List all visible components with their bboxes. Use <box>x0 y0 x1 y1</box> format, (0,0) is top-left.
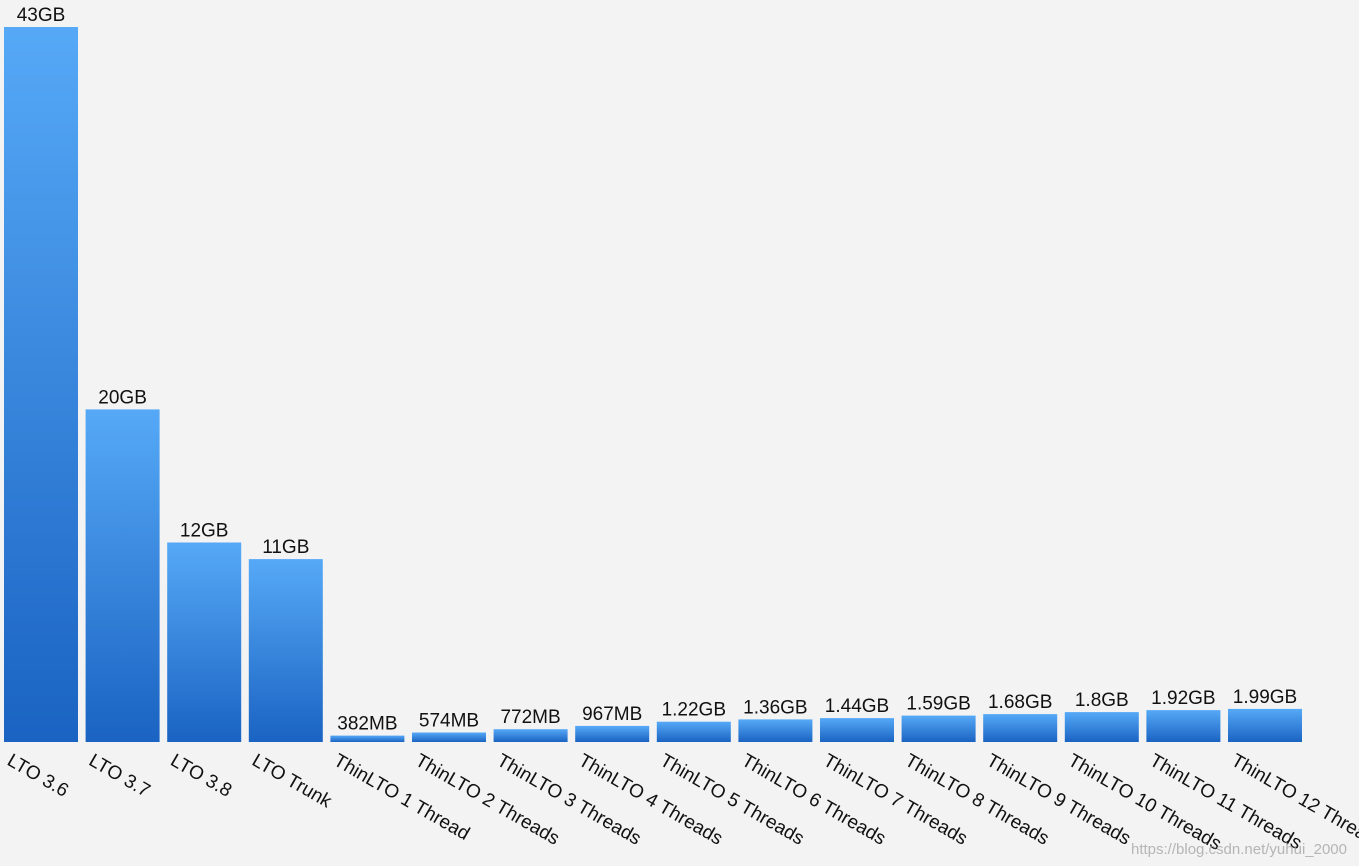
value-label-16: 1.99GB <box>1233 687 1297 708</box>
value-label-15: 1.92GB <box>1151 688 1215 709</box>
category-label-12: ThinLTO 8 Threads <box>901 750 1052 850</box>
value-label-6: 574MB <box>419 711 479 732</box>
category-label-3: LTO 3.8 <box>167 750 235 802</box>
value-labels-layer: 43GB 20GB 12GB 11GB 382MB 574MB 772MB 967MB 1.22… <box>17 5 1298 735</box>
category-label-4: LTO Trunk <box>248 750 335 812</box>
value-label-11: 1.44GB <box>825 696 889 717</box>
bar-16 <box>1228 708 1302 742</box>
category-label-7: ThinLTO 3 Threads <box>493 750 644 850</box>
value-label-13: 1.68GB <box>988 692 1052 713</box>
value-label-7: 772MB <box>500 707 560 728</box>
value-label-1: 43GB <box>17 5 66 26</box>
bar-2 <box>85 409 160 742</box>
bar-5 <box>330 735 405 742</box>
category-label-10: ThinLTO 6 Threads <box>738 750 889 850</box>
value-label-2: 20GB <box>98 387 147 408</box>
bar-11 <box>820 718 894 742</box>
value-label-14: 1.8GB <box>1075 690 1129 711</box>
bar-10 <box>738 719 813 742</box>
category-label-11: ThinLTO 7 Threads <box>820 750 971 850</box>
value-label-10: 1.36GB <box>743 697 807 718</box>
category-label-9: ThinLTO 5 Threads <box>656 750 807 850</box>
bar-13 <box>983 714 1058 742</box>
value-label-12: 1.59GB <box>906 694 970 715</box>
value-label-9: 1.22GB <box>662 700 726 721</box>
value-label-5: 382MB <box>337 714 397 735</box>
category-label-8: ThinLTO 4 Threads <box>575 750 726 850</box>
bars-layer <box>4 27 1302 742</box>
bar-14 <box>1064 712 1139 742</box>
bar-6 <box>412 732 486 742</box>
bar-9 <box>656 721 731 742</box>
category-label-14: ThinLTO 10 Threads <box>1064 750 1225 855</box>
bar-12 <box>901 715 976 742</box>
category-label-15: ThinLTO 11 Threads <box>1146 750 1305 854</box>
bar-3 <box>167 542 242 742</box>
value-label-3: 12GB <box>180 521 229 542</box>
bar-7 <box>493 729 568 742</box>
bar-15 <box>1146 710 1221 742</box>
bar-8 <box>575 725 650 742</box>
category-label-1: LTO 3.6 <box>4 750 72 802</box>
category-label-13: ThinLTO 9 Threads <box>983 750 1134 850</box>
bar-1 <box>4 27 78 742</box>
bar-4 <box>248 559 323 742</box>
value-label-4: 11GB <box>262 537 309 558</box>
value-label-8: 967MB <box>582 704 642 725</box>
category-label-5: ThinLTO 1 Thread <box>330 750 473 845</box>
category-label-2: LTO 3.7 <box>85 750 153 802</box>
category-label-6: ThinLTO 2 Threads <box>412 750 563 850</box>
